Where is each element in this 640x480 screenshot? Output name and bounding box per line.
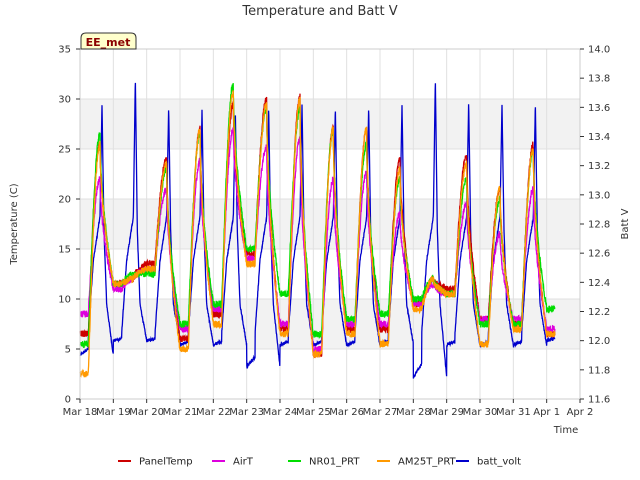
legend-label: batt_volt [477, 457, 521, 468]
y-axis-left: 0 5 10 15 20 25 30 35 [58, 45, 80, 406]
legend-label: PanelTemp [139, 457, 193, 468]
y2-tick-label: 12.0 [588, 336, 610, 347]
band-0 [80, 299, 580, 349]
station-badge: EE_met [80, 32, 137, 50]
y2-tick-label: 14.0 [588, 45, 610, 56]
legend-label: NR01_PRT [309, 457, 360, 468]
y-axis-right: 11.6 11.8 12.0 12.2 12.4 12.6 12.8 13.0 13.2 13.4… [580, 45, 610, 406]
x-tick-label: Mar 29 [429, 407, 464, 418]
y-tick-label: 35 [58, 45, 71, 56]
y2-tick-label: 13.0 [588, 190, 610, 201]
y2-tick-label: 13.8 [588, 74, 610, 85]
y2-tick-label: 13.6 [588, 103, 610, 114]
y2-tick-label: 12.6 [588, 249, 610, 260]
chart-title: Temperature and Batt V [241, 4, 397, 19]
x-tick-label: Mar 24 [263, 407, 298, 418]
x-tick-label: Mar 27 [363, 407, 398, 418]
badge-box [80, 32, 137, 50]
y2-tick-label: 13.4 [588, 132, 610, 143]
y2-axis-title: Batt V [620, 208, 631, 239]
x-tick-label: Mar 20 [129, 407, 164, 418]
badge-label: EE_met [86, 36, 131, 49]
y-tick-label: 25 [58, 145, 71, 156]
y2-tick-label: 13.2 [588, 161, 610, 172]
series-line-am25t-prt [79, 90, 556, 378]
series-line-batt-volt [79, 82, 556, 379]
y2-tick-label: 11.8 [588, 365, 610, 376]
y-axis-title: Temperature (C) [9, 183, 20, 265]
legend-label: AM25T_PRT [398, 457, 457, 468]
x-tick-label: Apr 1 [533, 407, 560, 418]
y-tick-label: 15 [58, 245, 71, 256]
x-tick-label: Mar 30 [463, 407, 498, 418]
x-tick-label: Mar 26 [329, 407, 364, 418]
y-tick-label: 5 [65, 345, 71, 356]
y2-tick-label: 12.4 [588, 278, 610, 289]
legend-label: AirT [233, 457, 254, 468]
x-tick-label: Apr 2 [567, 407, 594, 418]
x-tick-label: Mar 25 [296, 407, 331, 418]
x-tick-label: Mar 21 [163, 407, 198, 418]
series-layer [79, 82, 556, 379]
y2-tick-label: 12.8 [588, 220, 610, 231]
legend: PanelTemp AirT NR01_PRT AM25T_PRT batt_volt [118, 457, 521, 468]
x-tick-label: Mar 19 [96, 407, 131, 418]
y-tick-label: 30 [58, 95, 71, 106]
x-tick-label: Mar 22 [196, 407, 231, 418]
x-tick-label: Mar 31 [496, 407, 531, 418]
y-tick-label: 20 [58, 195, 71, 206]
y2-tick-label: 12.2 [588, 307, 610, 318]
x-axis-title: Time [553, 425, 578, 436]
y-tick-label: 0 [65, 395, 71, 406]
y-tick-label: 10 [58, 295, 71, 306]
x-tick-label: Mar 28 [396, 407, 431, 418]
x-tick-label: Mar 18 [63, 407, 98, 418]
background-bands [80, 99, 580, 349]
y2-tick-label: 11.6 [588, 395, 610, 406]
x-tick-label: Mar 23 [229, 407, 264, 418]
